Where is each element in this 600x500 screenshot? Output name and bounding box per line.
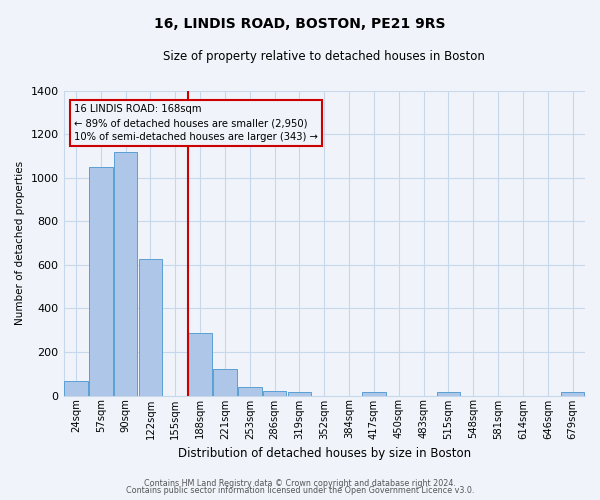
Bar [213,370,237,396]
Bar [114,152,137,396]
Bar [238,387,262,396]
Text: 16 LINDIS ROAD: 168sqm
← 89% of detached houses are smaller (2,950)
10% of semi-: 16 LINDIS ROAD: 168sqm ← 89% of detached… [74,104,318,142]
X-axis label: Distribution of detached houses by size in Boston: Distribution of detached houses by size … [178,447,471,460]
Bar [64,382,88,396]
Y-axis label: Number of detached properties: Number of detached properties [15,161,25,325]
Bar [437,392,460,396]
Bar [139,260,162,396]
Bar [188,334,212,396]
Bar [89,167,113,396]
Title: Size of property relative to detached houses in Boston: Size of property relative to detached ho… [163,50,485,63]
Bar [561,392,584,396]
Text: Contains public sector information licensed under the Open Government Licence v3: Contains public sector information licen… [126,486,474,495]
Text: 16, LINDIS ROAD, BOSTON, PE21 9RS: 16, LINDIS ROAD, BOSTON, PE21 9RS [154,18,446,32]
Bar [287,392,311,396]
Text: Contains HM Land Registry data © Crown copyright and database right 2024.: Contains HM Land Registry data © Crown c… [144,478,456,488]
Bar [263,391,286,396]
Bar [362,392,386,396]
